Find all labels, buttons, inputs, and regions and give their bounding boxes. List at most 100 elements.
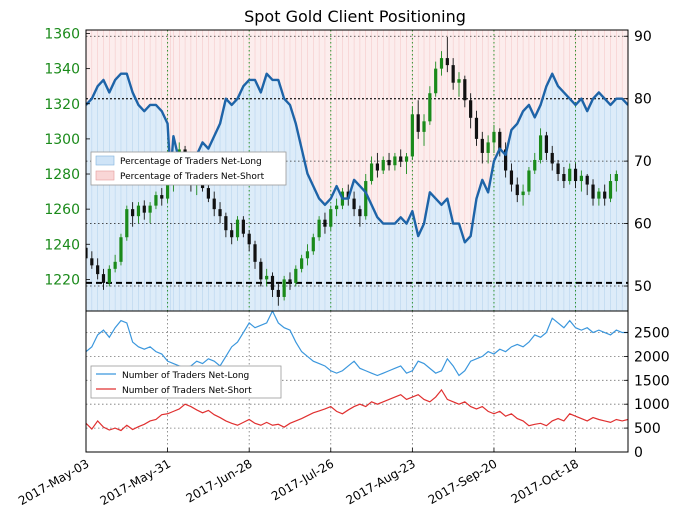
bottom-axis-tick-label: 1000: [634, 397, 670, 413]
candle-body: [509, 170, 514, 185]
candle-body: [568, 168, 572, 182]
legend-long-label: Percentage of Traders Net-Long: [120, 157, 262, 167]
candle-body: [165, 184, 170, 199]
left-axis-tick-label: 1360: [44, 27, 80, 43]
candle-body: [492, 131, 496, 143]
left-axis-tick-label: 1280: [44, 167, 80, 183]
left-axis-tick-label: 1260: [44, 202, 80, 218]
candle-body: [154, 195, 158, 206]
legend-netlong-label: Number of Traders Net-Long: [122, 371, 249, 381]
candle-body: [562, 174, 566, 182]
legend-long-swatch: [95, 155, 115, 166]
net-long-count-line: [86, 311, 628, 377]
bottom-axis-tick-label: 500: [634, 421, 661, 437]
candle-body: [550, 152, 554, 164]
candle-body: [323, 219, 327, 227]
left-axis-tick-label: 1220: [44, 272, 80, 288]
candle-body: [265, 275, 269, 280]
candle-body: [375, 163, 380, 171]
candle-body: [96, 265, 100, 275]
right-axis-tick-label: 50: [634, 279, 652, 295]
candle-body: [247, 233, 251, 245]
candle-body: [439, 58, 444, 69]
net-long-pct-line: [86, 72, 628, 244]
candle-body: [457, 79, 461, 83]
candle-body: [334, 205, 339, 210]
top-legend-box: [90, 151, 287, 186]
candle-body: [300, 258, 304, 269]
candle-body: [498, 131, 502, 150]
candle-body: [305, 251, 310, 259]
candle-body: [597, 191, 601, 199]
bottom-axis-tick-label: 2000: [634, 349, 670, 365]
x-axis-tick-label: 2017-Aug-23: [344, 456, 418, 507]
candle-body: [253, 244, 257, 262]
candle-body: [113, 261, 117, 269]
candle-body: [416, 114, 420, 132]
candle-body: [131, 209, 135, 217]
candle-body: [515, 184, 519, 196]
bottom-axis-tick-label: 0: [634, 445, 643, 461]
legend-short-label: Percentage of Traders Net-Short: [120, 172, 265, 182]
candle-body: [533, 159, 537, 171]
candle-body: [573, 168, 578, 182]
candle-body: [125, 209, 129, 238]
left-axis-tick-label: 1300: [44, 132, 80, 148]
candle-body: [393, 156, 397, 166]
candle-body: [428, 93, 432, 122]
bottom-legend: Number of Traders Net-Long Number of Tra…: [90, 365, 282, 399]
traders-panel-frame: [85, 310, 629, 453]
candle-body: [107, 268, 111, 283]
candle-body: [585, 175, 589, 185]
candle-body: [311, 237, 315, 252]
left-axis-tick-label: 1240: [44, 237, 80, 253]
candle-body: [230, 230, 234, 238]
price-panel: 1220 1240 1260 1280 1300 1320 1340 1360 50 60 70 8…: [44, 27, 652, 312]
candle-body: [276, 289, 280, 297]
candle-body: [469, 100, 473, 118]
candle-body: [445, 58, 449, 66]
candle-body: [538, 135, 543, 160]
candle-body: [486, 142, 490, 153]
candle-body: [282, 279, 286, 297]
candle-body: [556, 163, 560, 175]
candle-body: [603, 191, 607, 199]
candle-body: [294, 268, 298, 283]
candle-body: [381, 159, 385, 171]
legend-short-swatch: [95, 170, 115, 181]
candle-body: [399, 156, 403, 162]
chart-title: Spot Gold Client Positioning: [244, 7, 466, 26]
candle-body: [352, 198, 356, 210]
x-axis-tick-label: 2017-Jun-28: [184, 456, 255, 505]
candle-body: [544, 135, 549, 153]
bottom-axis-tick-label: 1500: [634, 373, 670, 389]
right-axis-tick-label: 80: [634, 92, 652, 108]
x-axis-tick-label: 2017-Oct-18: [509, 456, 581, 506]
candle-body: [224, 216, 228, 231]
candle-body: [451, 65, 455, 83]
traders-panel: 0 500 1000 1500 2000 2500 Number of Traders N…: [85, 310, 670, 461]
candle-body: [218, 209, 222, 217]
candle-body: [404, 156, 409, 162]
top-legend: Percentage of Traders Net-Long Percentag…: [90, 151, 287, 186]
candle-body: [259, 261, 263, 280]
candle-body: [148, 205, 152, 213]
bottom-legend-box: [90, 365, 282, 399]
candle-body: [358, 209, 362, 217]
candle-body: [614, 174, 618, 182]
candle-body: [270, 275, 275, 290]
candle-body: [241, 219, 245, 234]
left-axis-tick-label: 1340: [44, 62, 80, 78]
right-axis-tick-label: 90: [634, 29, 652, 45]
bottom-axis-tick-label: 2500: [634, 326, 670, 342]
candle-body: [474, 117, 479, 139]
x-axis-tick-label: 2017-Jul-26: [269, 456, 336, 503]
left-axis-tick-label: 1320: [44, 97, 80, 113]
candle-body: [579, 175, 583, 182]
net-short-area: [86, 30, 628, 243]
candle-body: [608, 181, 613, 199]
candle-body: [387, 159, 391, 166]
net-long-area: [86, 73, 628, 311]
legend-netshort-label: Number of Traders Net-Short: [122, 386, 252, 396]
